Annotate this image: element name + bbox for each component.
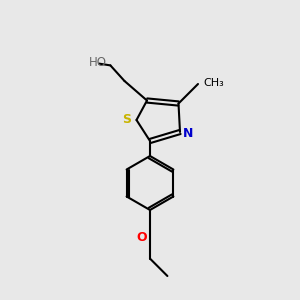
Text: HO: HO <box>89 56 107 69</box>
Text: CH₃: CH₃ <box>203 77 224 88</box>
Text: S: S <box>122 113 131 126</box>
Text: O: O <box>136 231 147 244</box>
Text: N: N <box>183 127 194 140</box>
